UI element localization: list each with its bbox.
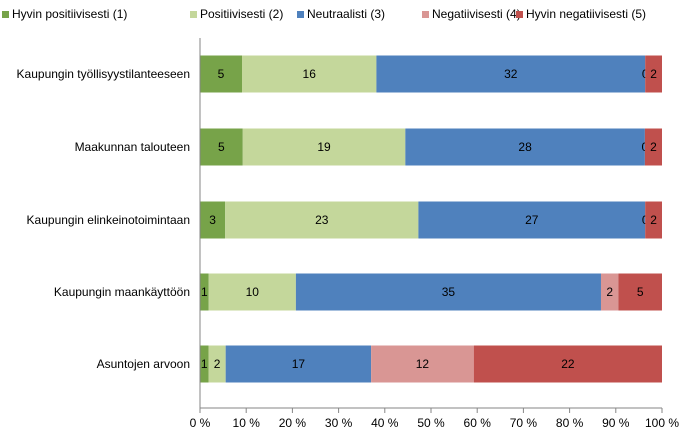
data-label: 2 [650, 67, 657, 81]
data-label: 10 [246, 285, 260, 299]
bar-segment [405, 128, 645, 166]
legend-item: Negatiivisesti (4) [422, 7, 521, 21]
data-label: 19 [317, 140, 331, 154]
legend-item: Neutraalisti (3) [297, 7, 385, 21]
legend: Hyvin positiivisesti (1) Positiivisesti (… [2, 7, 646, 21]
data-label: 2 [650, 213, 657, 227]
data-label: 3 [209, 213, 216, 227]
x-tick-label: 60 % [464, 416, 492, 430]
bar-segment [371, 345, 474, 383]
x-tick-label: 70 % [510, 416, 538, 430]
bar-segment [295, 273, 601, 311]
data-label: 27 [525, 213, 539, 227]
data-label: 2 [214, 357, 221, 371]
bar-segment [600, 273, 619, 311]
bar-segment [200, 345, 209, 383]
legend-swatch [297, 11, 304, 18]
bar-segment [376, 55, 646, 93]
bar-segment [200, 273, 209, 311]
bar-segment [242, 55, 377, 93]
data-label: 5 [637, 285, 644, 299]
legend-label: Neutraalisti (3) [307, 7, 385, 21]
bar-segment [644, 128, 662, 166]
x-tick-label: 50 % [417, 416, 445, 430]
x-tick-label: 80 % [556, 416, 584, 430]
bar-segment [618, 273, 662, 311]
x-tick-label: 100 % [645, 416, 679, 430]
bar-segment [418, 201, 646, 239]
legend-item: Hyvin positiivisesti (1) [2, 7, 127, 21]
legend-label: Hyvin positiivisesti (1) [12, 7, 127, 21]
data-label: 2 [650, 140, 657, 154]
legend-label: Negatiivisesti (4) [432, 7, 521, 21]
legend-item: Positiivisesti (2) [190, 7, 283, 21]
data-label: 17 [292, 357, 306, 371]
bar-row: 5163202 [200, 55, 662, 93]
bar-segment [200, 55, 242, 93]
bar-row: 5192802 [200, 128, 662, 166]
data-label: 5 [218, 67, 225, 81]
data-label: 35 [442, 285, 456, 299]
data-label: 16 [303, 67, 317, 81]
bar-segment [225, 345, 372, 383]
bar-row: 3232702 [200, 201, 662, 239]
bar-segment [473, 345, 662, 383]
bar-segment [208, 345, 226, 383]
bar-segment [200, 201, 226, 239]
data-label: 2 [606, 285, 613, 299]
category-label: Maakunnan talouteen [75, 140, 190, 154]
x-tick-label: 10 % [233, 416, 261, 430]
data-label: 1 [201, 285, 208, 299]
legend-label: Positiivisesti (2) [200, 7, 283, 21]
x-tick-label: 0 % [190, 416, 211, 430]
bar-segment [645, 55, 662, 93]
bar-segment [200, 128, 243, 166]
legend-swatch [2, 11, 9, 18]
x-tick-label: 40 % [371, 416, 399, 430]
data-label: 28 [518, 140, 532, 154]
category-labels: Kaupungin työllisyystilanteeseen Maakunna… [17, 67, 190, 371]
category-label: Asuntojen arvoon [97, 357, 190, 371]
data-label: 22 [561, 357, 575, 371]
data-label: 5 [218, 140, 225, 154]
data-label: 1 [201, 357, 208, 371]
legend-swatch [422, 11, 429, 18]
x-tick-label: 20 % [279, 416, 307, 430]
x-tick-label: 90 % [602, 416, 630, 430]
legend-label: Hyvin negatiivisesti (5) [526, 7, 646, 21]
category-label: Kaupungin työllisyystilanteeseen [17, 67, 190, 81]
legend-item: Hyvin negatiivisesti (5) [516, 7, 646, 21]
data-label: 32 [504, 67, 518, 81]
bar-row: 1 2 17 12 22 [200, 345, 662, 383]
data-label: 23 [315, 213, 329, 227]
data-label: 12 [416, 357, 430, 371]
legend-swatch [516, 11, 523, 18]
bar-segment [208, 273, 296, 311]
x-tick-label: 30 % [325, 416, 353, 430]
bar-segment [645, 201, 662, 239]
category-label: Kaupungin elinkeinotoimintaan [27, 213, 190, 227]
bar-segment [225, 201, 419, 239]
legend-swatch [190, 11, 197, 18]
category-label: Kaupungin maankäyttöön [54, 285, 190, 299]
plot-area: 516320251928023232702110352512171222 [200, 55, 662, 383]
bar-segment [242, 128, 406, 166]
bar-row: 1 10 35 2 5 [200, 273, 662, 311]
x-axis: 0 % 10 % 20 % 30 % 40 % 50 % 60 % 70 % 80 % 90 % 1… [190, 38, 679, 430]
